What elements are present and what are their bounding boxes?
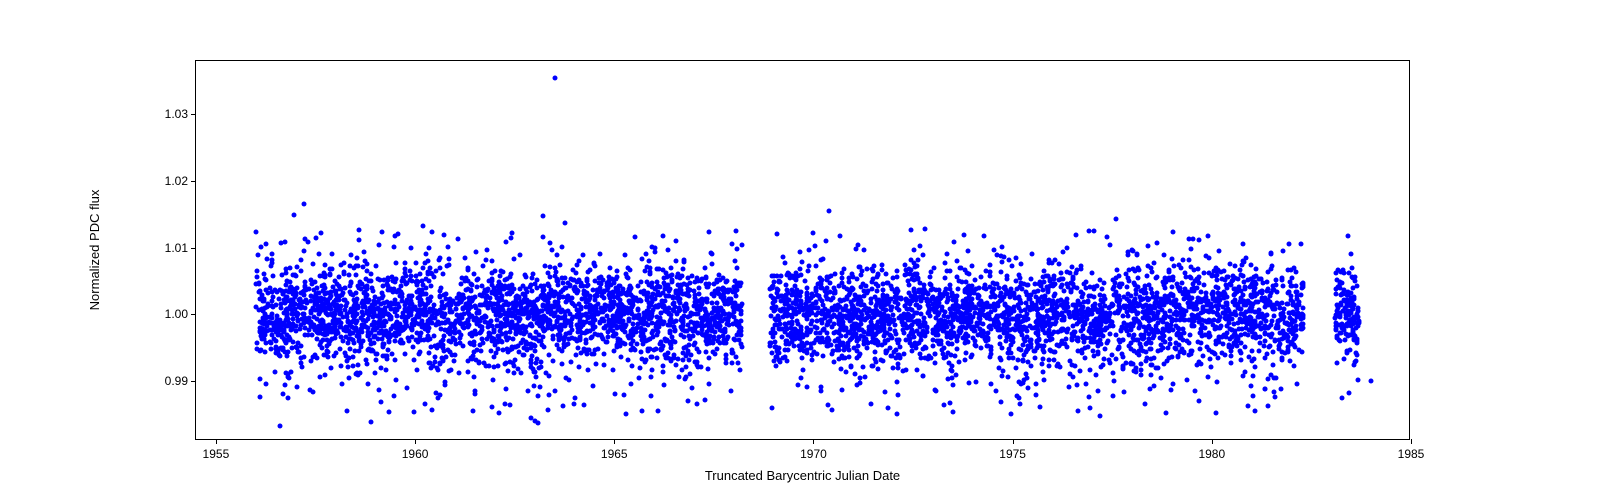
y-tick-mark bbox=[191, 181, 196, 182]
plot-area: 19551960196519701975198019850.991.001.01… bbox=[195, 60, 1410, 440]
outlier-point bbox=[532, 419, 537, 424]
y-tick-mark bbox=[191, 314, 196, 315]
outlier-point bbox=[369, 420, 374, 425]
x-tick-mark bbox=[813, 439, 814, 444]
x-tick-label: 1980 bbox=[1198, 447, 1225, 461]
outlier-point bbox=[1369, 379, 1374, 384]
outlier-point bbox=[1114, 217, 1119, 222]
y-axis-label: Normalized PDC flux bbox=[87, 190, 102, 311]
y-tick-label: 0.99 bbox=[165, 374, 188, 388]
y-tick-label: 1.03 bbox=[165, 107, 188, 121]
outlier-point bbox=[277, 424, 282, 429]
outlier-point bbox=[895, 412, 900, 417]
x-tick-label: 1975 bbox=[999, 447, 1026, 461]
x-tick-label: 1960 bbox=[402, 447, 429, 461]
y-tick-label: 1.02 bbox=[165, 174, 188, 188]
x-tick-mark bbox=[614, 439, 615, 444]
x-tick-mark bbox=[415, 439, 416, 444]
x-tick-label: 1985 bbox=[1398, 447, 1425, 461]
y-tick-mark bbox=[191, 381, 196, 382]
outlier-point bbox=[827, 209, 832, 214]
outlier-point bbox=[301, 202, 306, 207]
outlier-point bbox=[540, 213, 545, 218]
x-tick-mark bbox=[216, 439, 217, 444]
x-tick-mark bbox=[1013, 439, 1014, 444]
y-tick-mark bbox=[191, 248, 196, 249]
x-tick-label: 1970 bbox=[800, 447, 827, 461]
x-tick-mark bbox=[1212, 439, 1213, 444]
x-tick-mark bbox=[1411, 439, 1412, 444]
x-tick-label: 1955 bbox=[203, 447, 230, 461]
y-tick-label: 1.01 bbox=[165, 241, 188, 255]
outlier-point bbox=[624, 412, 629, 417]
y-tick-mark bbox=[191, 114, 196, 115]
y-tick-label: 1.00 bbox=[165, 307, 188, 321]
scatter-chart: 19551960196519701975198019850.991.001.01… bbox=[195, 60, 1410, 440]
outlier-point bbox=[552, 75, 557, 80]
outlier-point bbox=[1098, 413, 1103, 418]
x-tick-label: 1965 bbox=[601, 447, 628, 461]
x-axis-label: Truncated Barycentric Julian Date bbox=[705, 468, 900, 483]
